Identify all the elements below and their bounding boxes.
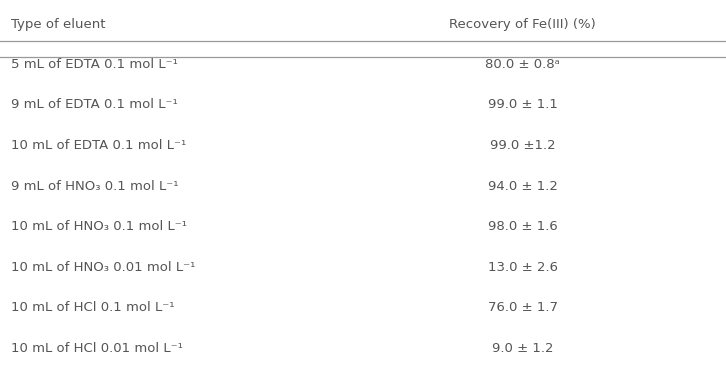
Text: 10 mL of EDTA 0.1 mol L⁻¹: 10 mL of EDTA 0.1 mol L⁻¹ [11, 139, 186, 152]
Text: 76.0 ± 1.7: 76.0 ± 1.7 [488, 301, 558, 314]
Text: 9 mL of HNO₃ 0.1 mol L⁻¹: 9 mL of HNO₃ 0.1 mol L⁻¹ [11, 179, 179, 193]
Text: 10 mL of HNO₃ 0.1 mol L⁻¹: 10 mL of HNO₃ 0.1 mol L⁻¹ [11, 220, 187, 233]
Text: 94.0 ± 1.2: 94.0 ± 1.2 [488, 179, 558, 193]
Text: 98.0 ± 1.6: 98.0 ± 1.6 [488, 220, 558, 233]
Text: 13.0 ± 2.6: 13.0 ± 2.6 [488, 261, 558, 274]
Text: Recovery of Fe(III) (%): Recovery of Fe(III) (%) [449, 18, 596, 30]
Text: 99.0 ±1.2: 99.0 ±1.2 [490, 139, 555, 152]
Text: 80.0 ± 0.8ᵃ: 80.0 ± 0.8ᵃ [485, 58, 560, 71]
Text: 10 mL of HNO₃ 0.01 mol L⁻¹: 10 mL of HNO₃ 0.01 mol L⁻¹ [11, 261, 195, 274]
Text: 5 mL of EDTA 0.1 mol L⁻¹: 5 mL of EDTA 0.1 mol L⁻¹ [11, 58, 178, 71]
Text: 10 mL of HCl 0.01 mol L⁻¹: 10 mL of HCl 0.01 mol L⁻¹ [11, 342, 183, 355]
Text: 9.0 ± 1.2: 9.0 ± 1.2 [492, 342, 553, 355]
Text: Type of eluent: Type of eluent [11, 18, 105, 30]
Text: 9 mL of EDTA 0.1 mol L⁻¹: 9 mL of EDTA 0.1 mol L⁻¹ [11, 98, 178, 112]
Text: 99.0 ± 1.1: 99.0 ± 1.1 [488, 98, 558, 112]
Text: 10 mL of HCl 0.1 mol L⁻¹: 10 mL of HCl 0.1 mol L⁻¹ [11, 301, 174, 314]
